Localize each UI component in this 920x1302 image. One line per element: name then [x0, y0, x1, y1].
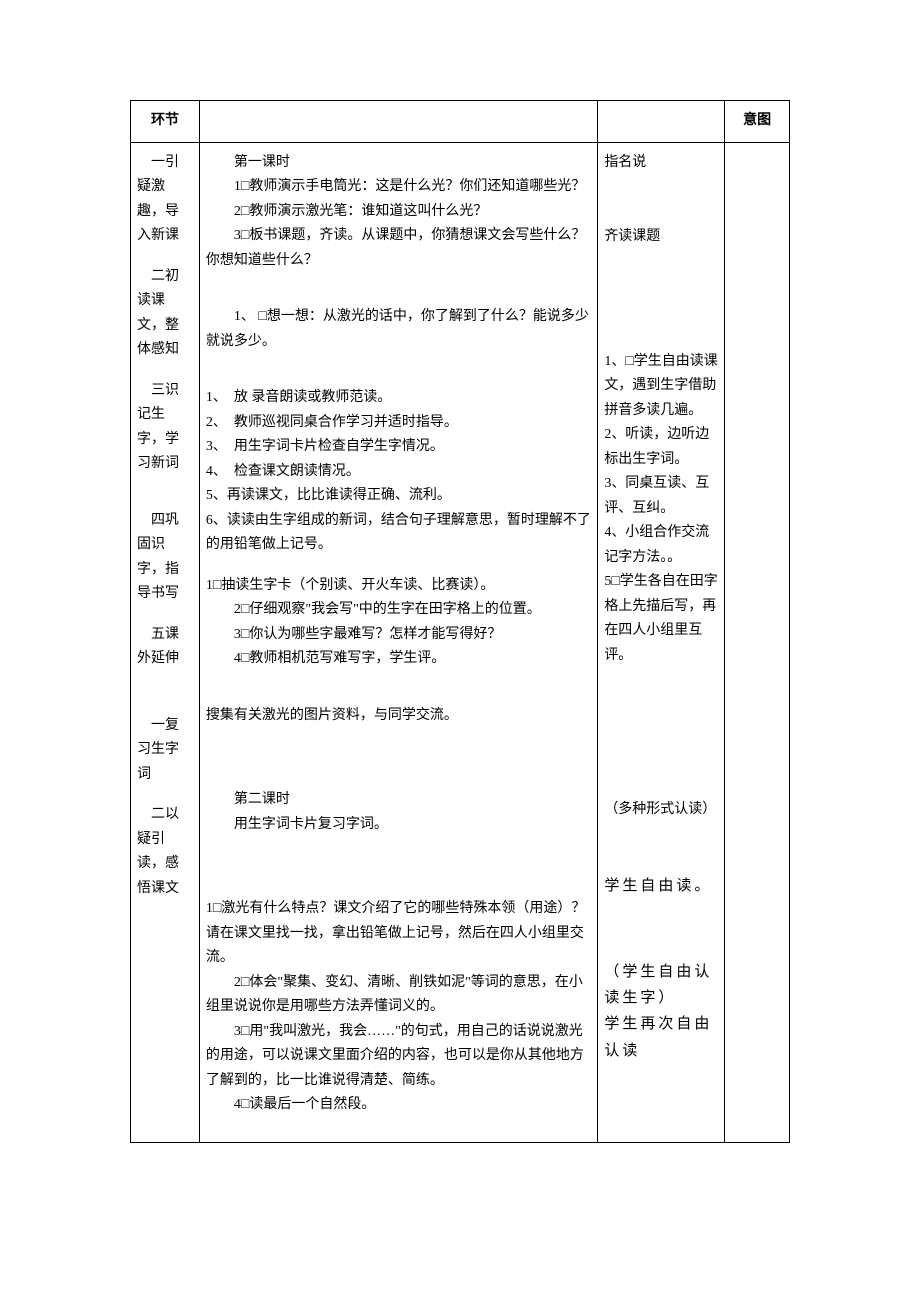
section-5-label: 五课外延伸 [137, 623, 193, 672]
note-line: 指名说 [604, 151, 718, 176]
note-line: （学生自由认读生字） [604, 959, 718, 1012]
header-col2 [199, 101, 597, 143]
content-line: 3□用"我叫激光，我会……"的句式，用自己的话说说激光的用途，可以说课文里面介绍… [206, 1020, 591, 1094]
note-line: 5□学生各自在田字格上先描后写，再在四人小组里互评。 [604, 570, 718, 668]
content-line: 2□仔细观察"我会写"中的生字在田字格上的位置。 [206, 598, 591, 623]
content-line: 6、读读由生字组成的新词，结合句子理解意思，暂时理解不了的用铅笔做上记号。 [206, 509, 591, 558]
content-line: 1□抽读生字卡（个别读、开火车读、比赛读）。 [206, 574, 591, 599]
content-line: 1□激光有什么特点？课文介绍了它的哪些特殊本领（用途）？请在课文里找一找，拿出铅… [206, 897, 591, 971]
content-line: 2□体会"聚集、变幻、清晰、削铁如泥"等词的意思，在小组里说说你是用哪些方法弄懂… [206, 971, 591, 1020]
note-line: 齐读课题 [604, 225, 718, 250]
content-line: 用生字词卡片复习字词。 [206, 813, 591, 838]
content-line: 3□板书课题，齐读。从课题中，你猜想课文会写些什么？你想知道些什么？ [206, 224, 591, 273]
lesson-1-title: 第一课时 [206, 151, 591, 176]
lesson-plan-table: 环节 意图 一引疑激趣，导入新课 二初读课文，整体感知 三识记生字，学习新词 四… [130, 100, 790, 1143]
header-col4: 意图 [725, 101, 790, 143]
section-7-label: 二以疑引读，感悟课文 [137, 803, 193, 901]
note-line: 学生自由读。 [604, 873, 718, 899]
section-4-content: 1□抽读生字卡（个别读、开火车读、比赛读）。 2□仔细观察"我会写"中的生字在田… [206, 574, 591, 672]
content-line: 3、 用生字词卡片检查自学生字情况。 [206, 435, 591, 460]
content-line: 1、 放 录音朗读或教师范读。 [206, 386, 591, 411]
section-5-content: 搜集有关激光的图片资料，与同学交流。 [206, 704, 591, 729]
content-line: 2、 教师巡视同桌合作学习并适时指导。 [206, 411, 591, 436]
section-labels-cell: 一引疑激趣，导入新课 二初读课文，整体感知 三识记生字，学习新词 四巩固识字，指… [131, 142, 200, 1142]
table-header-row: 环节 意图 [131, 101, 790, 143]
note-line: 3、同桌互读、互评、互纠。 [604, 472, 718, 521]
section-7-content: 1□激光有什么特点？课文介绍了它的哪些特殊本领（用途）？请在课文里找一找，拿出铅… [206, 897, 591, 1118]
note-line: （多种形式认读） [604, 798, 718, 823]
note-line: 1、□学生自由读课文，遇到生字借助拼音多读几遍。 [604, 350, 718, 424]
content-line: 4、 检查课文朗读情况。 [206, 460, 591, 485]
note-line: 4、小组合作交流记字方法。。 [604, 521, 718, 570]
content-line: 4□读最后一个自然段。 [206, 1093, 591, 1118]
section-2-label: 二初读课文，整体感知 [137, 265, 193, 363]
note-line: 2、听读，边听边标出生字词。 [604, 423, 718, 472]
section-1-content: 第一课时 1□教师演示手电筒光：这是什么光？你们还知道哪些光？ 2□教师演示激光… [206, 151, 591, 274]
section-6-content: 第二课时 用生字词卡片复习字词。 [206, 788, 591, 837]
note-line: 学生再次自由认读 [604, 1011, 718, 1064]
content-line: 1□教师演示手电筒光：这是什么光？你们还知道哪些光？ [206, 175, 591, 200]
table-body-row: 一引疑激趣，导入新课 二初读课文，整体感知 三识记生字，学习新词 四巩固识字，指… [131, 142, 790, 1142]
intent-cell [725, 142, 790, 1142]
header-col1: 环节 [131, 101, 200, 143]
section-6-label: 一复习生字词 [137, 714, 193, 788]
notes-cell: 指名说 齐读课题 1、□学生自由读课文，遇到生字借助拼音多读几遍。 2、听读，边… [598, 142, 725, 1142]
section-4-label: 四巩固识字，指导书写 [137, 509, 193, 607]
content-line: 搜集有关激光的图片资料，与同学交流。 [206, 704, 591, 729]
content-line: 1、 □想一想：从激光的话中，你了解到了什么？能说多少就说多少。 [206, 305, 591, 354]
section-3-label: 三识记生字，学习新词 [137, 379, 193, 477]
section-1-label: 一引疑激趣，导入新课 [137, 151, 193, 249]
section-2-content: 1、 □想一想：从激光的话中，你了解到了什么？能说多少就说多少。 [206, 305, 591, 354]
header-col3 [598, 101, 725, 143]
content-line: 3□你认为哪些字最难写？怎样才能写得好？ [206, 623, 591, 648]
main-content-cell: 第一课时 1□教师演示手电筒光：这是什么光？你们还知道哪些光？ 2□教师演示激光… [199, 142, 597, 1142]
lesson-2-title: 第二课时 [206, 788, 591, 813]
content-line: 2□教师演示激光笔：谁知道这叫什么光？ [206, 200, 591, 225]
section-3-content: 1、 放 录音朗读或教师范读。 2、 教师巡视同桌合作学习并适时指导。 3、 用… [206, 386, 591, 558]
content-line: 5、再读课文，比比谁读得正确、流利。 [206, 484, 591, 509]
content-line: 4□教师相机范写难写字，学生评。 [206, 647, 591, 672]
